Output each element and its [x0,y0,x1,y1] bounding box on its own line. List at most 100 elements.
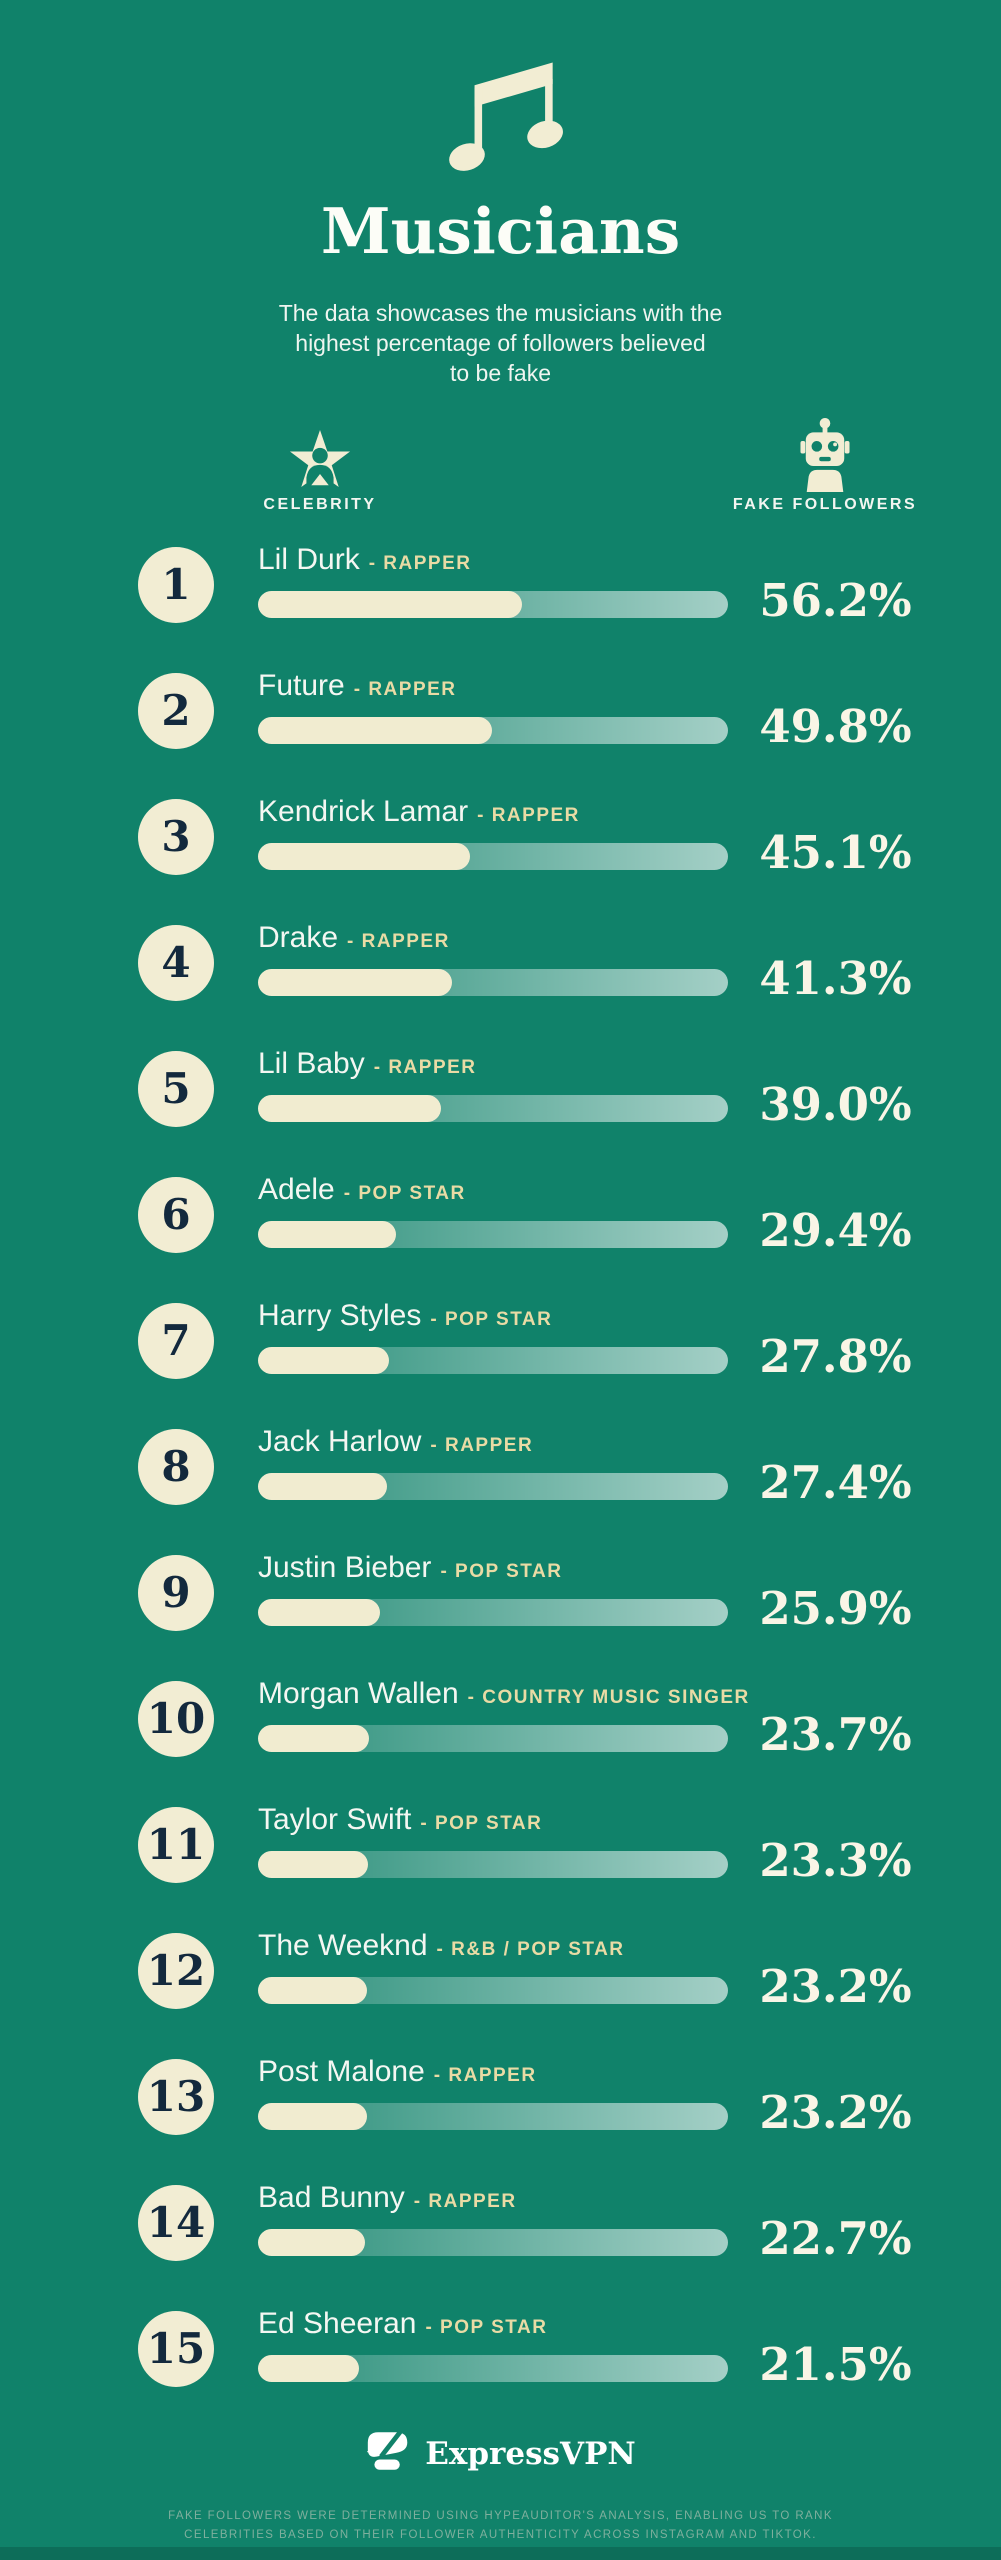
fake-followers-column-header: FAKE FOLLOWERS [705,416,945,514]
brand-name: ExpressVPN [425,2435,636,2472]
celebrity-genre: - POP STAR [440,1561,563,1582]
celebrity-label: Post Malone - RAPPER [258,2055,537,2089]
celebrity-label: Jack Harlow - RAPPER [258,1425,533,1459]
rank-badge: 5 [138,1051,214,1127]
bar-track [258,1095,728,1122]
bar-track [258,969,728,996]
fake-followers-percentage: 22.7% [759,2212,912,2265]
rank-badge: 8 [138,1429,214,1505]
disclaimer-text: FAKE FOLLOWERS WERE DETERMINED USING HYP… [168,2510,833,2541]
celebrity-genre: - RAPPER [353,679,457,700]
rank-badge: 14 [138,2185,214,2261]
rank-number: 9 [161,1568,191,1617]
bar-track [258,1851,728,1878]
celebrity-name: Kendrick Lamar [258,795,469,828]
bar-track [258,1725,728,1752]
celebrity-label: Lil Durk - RAPPER [258,543,472,577]
celebrity-genre: - RAPPER [433,2065,537,2086]
celebrity-label: Bad Bunny - RAPPER [258,2181,517,2215]
fake-followers-percentage: 49.8% [759,700,912,753]
celebrity-genre: - RAPPER [430,1435,534,1456]
bar-track [258,843,728,870]
table-row: 15 Ed Sheeran - POP STAR 21.5% [0,2307,1001,2437]
celebrity-genre: - POP STAR [420,1813,543,1834]
rank-number: 15 [146,2324,206,2373]
celebrity-label: Lil Baby - RAPPER [258,1047,477,1081]
robot-icon [800,416,850,492]
rank-badge: 11 [138,1807,214,1883]
fake-followers-percentage: 23.2% [759,1960,912,2013]
bar-track [258,2103,728,2130]
table-row: 14 Bad Bunny - RAPPER 22.7% [0,2181,1001,2311]
bar-fill [258,2355,360,2382]
fake-followers-percentage: 21.5% [759,2338,912,2391]
music-note-icon [0,55,1001,181]
celebrity-name: Future [258,669,345,702]
celebrity-label: Future - RAPPER [258,669,457,703]
celebrity-genre: - RAPPER [368,553,472,574]
rank-number: 7 [161,1316,191,1365]
bar-fill [258,843,470,870]
table-row: 7 Harry Styles - POP STAR 27.8% [0,1299,1001,1429]
bar-track [258,2229,728,2256]
bar-fill [258,1347,389,1374]
bar-fill [258,1725,370,1752]
brand-footer: ExpressVPN [0,2429,1001,2477]
bar-fill [258,1221,397,1248]
celebrity-name: Justin Bieber [258,1551,432,1584]
bar-track [258,717,728,744]
bottom-edge-strip [0,2547,1001,2560]
rank-badge: 6 [138,1177,214,1253]
rank-badge: 12 [138,1933,214,2009]
celebrity-label: Taylor Swift - POP STAR [258,1803,542,1837]
celebrity-name: Lil Durk [258,543,360,576]
bar-fill [258,1599,380,1626]
bar-fill [258,1851,368,1878]
table-row: 4 Drake - RAPPER 41.3% [0,921,1001,1051]
table-row: 10 Morgan Wallen - COUNTRY MUSIC SINGER 2… [0,1677,1001,1807]
table-row: 8 Jack Harlow - RAPPER 27.4% [0,1425,1001,1555]
celebrity-label: Kendrick Lamar - RAPPER [258,795,580,829]
table-row: 11 Taylor Swift - POP STAR 23.3% [0,1803,1001,1933]
celebrity-name: Ed Sheeran [258,2307,417,2340]
celebrity-label: Morgan Wallen - COUNTRY MUSIC SINGER [258,1677,750,1711]
celebrity-label: Harry Styles - POP STAR [258,1299,552,1333]
rank-badge: 4 [138,925,214,1001]
celebrity-label: Justin Bieber - POP STAR [258,1551,562,1585]
rank-number: 3 [161,812,191,861]
bar-track [258,1599,728,1626]
fake-followers-percentage: 27.8% [759,1330,912,1383]
celebrity-name: Taylor Swift [258,1803,412,1836]
celebrity-name: Jack Harlow [258,1425,422,1458]
bar-track [258,1347,728,1374]
celebrity-genre: - R&B / POP STAR [436,1939,625,1960]
rank-number: 12 [146,1946,206,1995]
table-row: 6 Adele - POP STAR 29.4% [0,1173,1001,1303]
rank-badge: 2 [138,673,214,749]
rank-number: 14 [146,2198,206,2247]
celebrity-genre: - RAPPER [347,931,450,952]
table-row: 1 Lil Durk - RAPPER 56.2% [0,543,1001,673]
fake-followers-percentage: 25.9% [759,1582,912,1635]
bar-track [258,1977,728,2004]
fake-followers-percentage: 39.0% [759,1078,912,1131]
celebrity-name: Post Malone [258,2055,425,2088]
rank-badge: 13 [138,2059,214,2135]
celebrity-name: Morgan Wallen [258,1677,459,1710]
rank-badge: 7 [138,1303,214,1379]
bar-track [258,591,728,618]
rows: 1 Lil Durk - RAPPER 56.2% 2 Future - RAPPE… [0,543,1001,2437]
rank-badge: 3 [138,799,214,875]
expressvpn-logo-icon [365,2429,412,2477]
celebrity-label: Ed Sheeran - POP STAR [258,2307,547,2341]
rank-number: 4 [161,938,191,987]
table-row: 2 Future - RAPPER 49.8% [0,669,1001,799]
celebrity-genre: - POP STAR [425,2317,548,2338]
bar-fill [258,969,453,996]
rank-badge: 15 [138,2311,214,2387]
rank-number: 5 [161,1064,191,1113]
bar-fill [258,1095,442,1122]
bar-fill [258,2103,368,2130]
table-row: 5 Lil Baby - RAPPER 39.0% [0,1047,1001,1177]
celebrity-column-label: CELEBRITY [263,496,377,513]
